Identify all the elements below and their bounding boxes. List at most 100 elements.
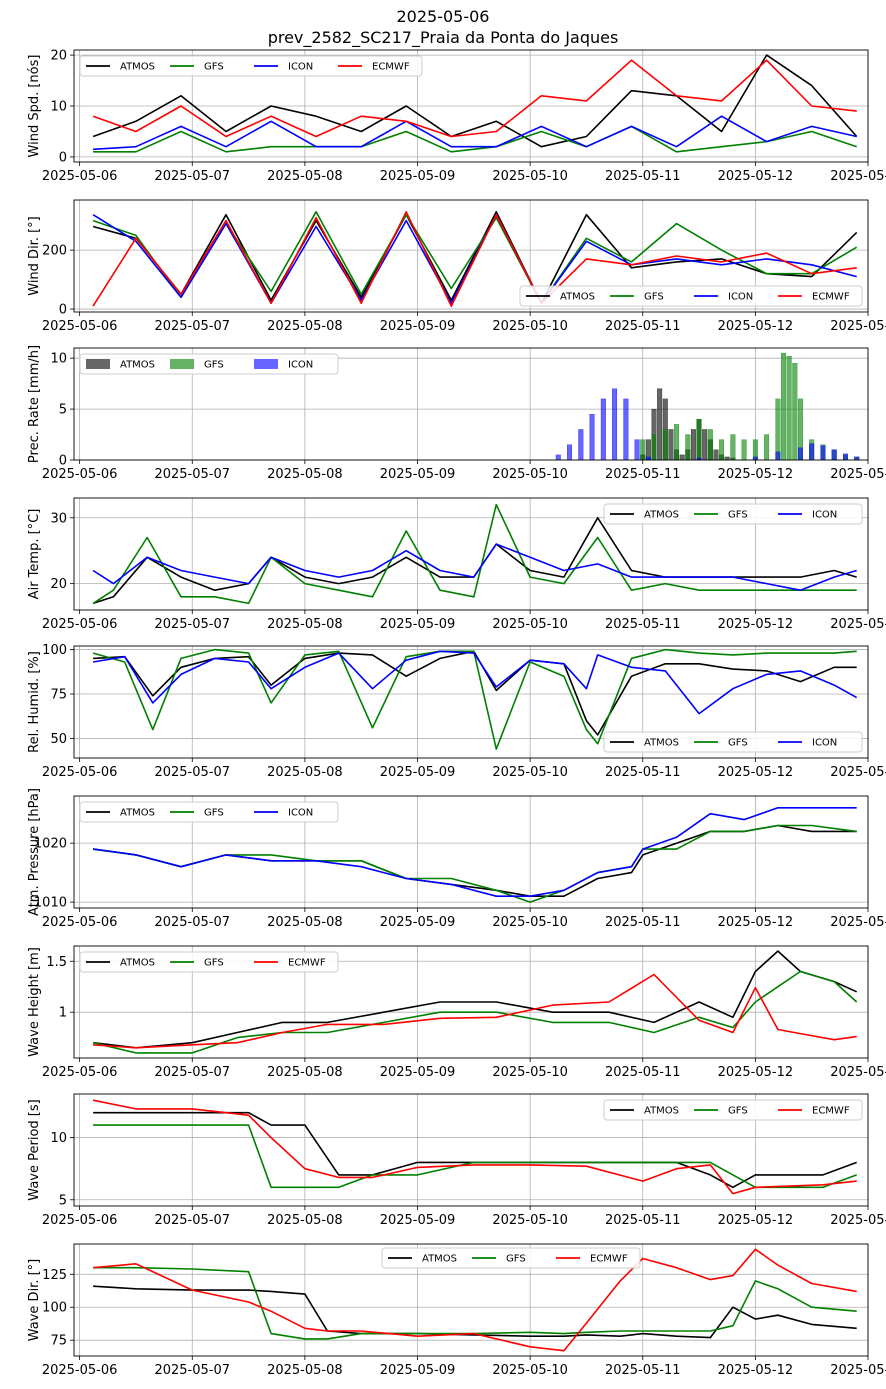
x-tick-label: 2025-05-13 (830, 915, 886, 930)
series-layer (92, 503, 857, 605)
chart-panel-5: 2025-05-06 2025-05-07 2025-05-08 2025-05-09… (27, 643, 886, 780)
chart-panel-8: 2025-05-06 2025-05-07 2025-05-08 2025-05-09… (27, 1093, 886, 1228)
x-tick-label: 2025-05-06 (42, 467, 118, 482)
series-layer (92, 950, 858, 1054)
legend-label-gfs: GFS (728, 510, 748, 521)
chart-panel-3: 2025-05-06 2025-05-07 2025-05-08 2025-05-09… (27, 345, 886, 482)
x-tick-label: 2025-05-08 (267, 169, 343, 184)
legend-box (603, 1099, 863, 1121)
series-line-icon (92, 650, 858, 715)
plot-frame (73, 347, 869, 461)
series-line-icon (93, 115, 857, 151)
chart-panel-2: 2025-05-06 2025-05-07 2025-05-08 2025-05-09… (27, 199, 886, 334)
series-line-atmos (92, 211, 858, 305)
legend-label-atmos: ATMOS (120, 808, 155, 819)
legend-label-atmos: ATMOS (422, 1254, 457, 1265)
x-tick-label: 2025-05-07 (154, 467, 230, 482)
figure-title: 2025-05-06 (396, 7, 490, 26)
y-axis-label: Wind Dir. [°] (27, 216, 42, 296)
legend-swatch-gfs (170, 359, 194, 369)
x-tick-label: 2025-05-12 (718, 1363, 794, 1378)
legend-box (381, 1247, 641, 1269)
x-tick-label: 2025-05-12 (718, 915, 794, 930)
x-tick-label: 2025-05-07 (154, 765, 230, 780)
legend-label-gfs: GFS (204, 360, 224, 371)
x-tick-label: 2025-05-06 (42, 617, 118, 632)
y-axis-label: Wind Spd. [nós] (27, 55, 42, 158)
x-tick-label: 2025-05-06 (42, 1363, 118, 1378)
figure-subtitle: prev_2582_SC217_Praia da Ponta do Jaques (267, 28, 619, 47)
legend-label-atmos: ATMOS (120, 958, 155, 969)
legend-label-icon: ICON (288, 62, 313, 73)
plot-frame (73, 1243, 869, 1357)
legend-box (79, 951, 339, 973)
legend-label-gfs: GFS (204, 62, 224, 73)
legend-label-gfs: GFS (204, 808, 224, 819)
legend-label-icon: ICON (812, 510, 837, 521)
series-line-ecmwf (92, 59, 857, 138)
x-tick-label: 2025-05-11 (605, 169, 681, 184)
bar-icon (854, 456, 860, 460)
legend-label-gfs: GFS (728, 1106, 748, 1117)
plot-frame (73, 945, 869, 1059)
series-line-gfs (93, 1124, 857, 1189)
x-tick-label: 2025-05-13 (830, 617, 886, 632)
x-tick-label: 2025-05-10 (492, 1213, 568, 1228)
series-layer (92, 54, 858, 153)
y-axis-label: Wave Period [s] (27, 1099, 42, 1200)
x-tick-label: 2025-05-07 (154, 915, 230, 930)
y-tick-label: 1020 (34, 837, 67, 852)
y-tick-label: 1.5 (46, 955, 67, 970)
y-axis-label: Wave Dir. [°] (27, 1259, 42, 1342)
y-tick-label: 5 (59, 403, 67, 418)
bar-gfs (792, 363, 798, 460)
legend: ATMOS GFS ICON (603, 503, 863, 525)
series-layer (555, 352, 860, 460)
y-tick-label: 0 (59, 150, 67, 165)
x-tick-label: 2025-05-07 (154, 1363, 230, 1378)
bar-gfs (674, 424, 679, 460)
x-tick-label: 2025-05-13 (830, 319, 886, 334)
series-line-atmos (93, 1285, 857, 1339)
series-line-icon (92, 806, 857, 898)
x-tick-label: 2025-05-09 (380, 1065, 456, 1080)
series-layer (93, 1248, 857, 1352)
x-tick-label: 2025-05-10 (492, 617, 568, 632)
bar-atmos (657, 388, 663, 460)
x-tick-label: 2025-05-08 (267, 1213, 343, 1228)
x-tick-label: 2025-05-13 (830, 765, 886, 780)
x-tick-label: 2025-05-06 (42, 1065, 118, 1080)
x-tick-label: 2025-05-09 (380, 169, 456, 184)
legend-label-atmos: ATMOS (120, 360, 155, 371)
bar-atmos (679, 454, 685, 460)
x-tick-label: 2025-05-08 (267, 1065, 343, 1080)
bar-atmos (724, 456, 730, 460)
series-line-gfs (92, 648, 857, 750)
bar-gfs (764, 434, 770, 460)
x-tick-label: 2025-05-08 (267, 467, 343, 482)
series-line-atmos (93, 950, 858, 1049)
legend-label-atmos: ATMOS (560, 292, 595, 303)
legend-box (519, 285, 863, 307)
bar-gfs (651, 434, 657, 460)
plot-frame (73, 645, 869, 759)
legend-label-gfs: GFS (728, 738, 748, 749)
series-line-gfs (92, 970, 858, 1054)
legend-label-atmos: ATMOS (120, 62, 155, 73)
y-tick-label: 0 (59, 303, 67, 318)
legend-label-ecmwf: ECMWF (288, 958, 326, 969)
x-tick-label: 2025-05-11 (605, 915, 681, 930)
series-layer (92, 806, 857, 903)
chart-panel-4: 2025-05-06 2025-05-07 2025-05-08 2025-05-09… (27, 497, 886, 632)
x-tick-label: 2025-05-06 (42, 915, 118, 930)
x-tick-label: 2025-05-10 (492, 467, 568, 482)
legend-box (79, 55, 423, 77)
legend-label-atmos: ATMOS (644, 738, 679, 749)
bar-atmos (713, 449, 719, 460)
x-tick-label: 2025-05-09 (380, 915, 456, 930)
legend-label-ecmwf: ECMWF (812, 1106, 850, 1117)
y-tick-label: 1010 (34, 896, 67, 911)
series-line-gfs (93, 125, 857, 153)
